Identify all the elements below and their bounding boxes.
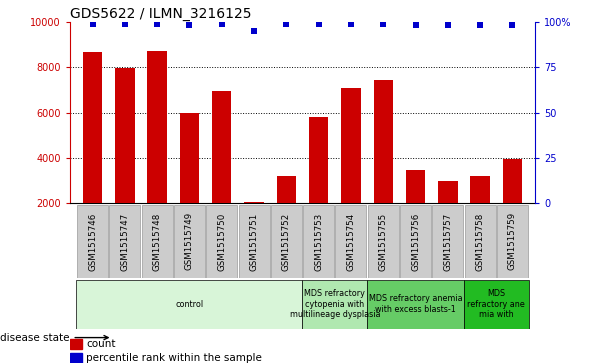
- Text: GSM1515755: GSM1515755: [379, 212, 388, 270]
- Bar: [497, 205, 528, 278]
- Point: [314, 21, 323, 26]
- Bar: [83, 52, 102, 203]
- Text: GSM1515749: GSM1515749: [185, 212, 194, 270]
- Point: [217, 21, 227, 26]
- Text: control: control: [175, 299, 204, 309]
- Point: [410, 23, 420, 28]
- Point: [508, 23, 517, 28]
- Bar: [115, 68, 134, 203]
- Text: MDS refractory
cytopenia with
multilineage dysplasia: MDS refractory cytopenia with multilinea…: [289, 289, 380, 319]
- Bar: [336, 205, 367, 278]
- Text: GSM1515756: GSM1515756: [411, 212, 420, 270]
- Bar: [70, 339, 81, 349]
- Point: [475, 23, 485, 28]
- Point: [152, 21, 162, 26]
- Point: [443, 23, 453, 28]
- Bar: [400, 205, 431, 278]
- Point: [346, 21, 356, 26]
- Text: GSM1515752: GSM1515752: [282, 212, 291, 270]
- Bar: [109, 205, 140, 278]
- Text: GSM1515759: GSM1515759: [508, 212, 517, 270]
- Bar: [206, 205, 237, 278]
- Bar: [174, 205, 205, 278]
- Bar: [438, 180, 457, 203]
- Bar: [271, 205, 302, 278]
- Bar: [147, 51, 167, 203]
- Bar: [77, 205, 108, 278]
- Bar: [464, 280, 528, 329]
- Text: disease state: disease state: [0, 333, 108, 343]
- Bar: [406, 170, 425, 203]
- Point: [282, 21, 291, 26]
- Text: GSM1515753: GSM1515753: [314, 212, 323, 270]
- Bar: [368, 205, 399, 278]
- Point: [378, 21, 388, 26]
- Bar: [212, 91, 232, 203]
- Bar: [77, 280, 302, 329]
- Bar: [277, 176, 296, 203]
- Point: [249, 28, 259, 34]
- Text: GSM1515748: GSM1515748: [153, 212, 162, 270]
- Bar: [432, 205, 463, 278]
- Bar: [244, 202, 264, 203]
- Bar: [503, 159, 522, 203]
- Text: count: count: [86, 339, 116, 349]
- Text: MDS refractory anemia
with excess blasts-1: MDS refractory anemia with excess blasts…: [368, 294, 462, 314]
- Bar: [471, 176, 490, 203]
- Point: [120, 21, 130, 26]
- Text: GSM1515754: GSM1515754: [347, 212, 356, 270]
- Bar: [341, 87, 361, 203]
- Bar: [373, 79, 393, 203]
- Point: [88, 21, 97, 26]
- Text: GDS5622 / ILMN_3216125: GDS5622 / ILMN_3216125: [70, 7, 252, 21]
- Text: percentile rank within the sample: percentile rank within the sample: [86, 353, 262, 363]
- Bar: [303, 280, 367, 329]
- Bar: [309, 117, 328, 203]
- Text: MDS
refractory ane
mia with: MDS refractory ane mia with: [468, 289, 525, 319]
- Bar: [238, 205, 269, 278]
- Bar: [70, 353, 81, 363]
- Bar: [465, 205, 496, 278]
- Text: GSM1515746: GSM1515746: [88, 212, 97, 270]
- Bar: [142, 205, 173, 278]
- Bar: [367, 280, 464, 329]
- Bar: [180, 113, 199, 203]
- Text: GSM1515758: GSM1515758: [475, 212, 485, 270]
- Text: GSM1515750: GSM1515750: [217, 212, 226, 270]
- Text: GSM1515747: GSM1515747: [120, 212, 130, 270]
- Text: GSM1515751: GSM1515751: [249, 212, 258, 270]
- Bar: [303, 205, 334, 278]
- Text: GSM1515757: GSM1515757: [443, 212, 452, 270]
- Point: [185, 23, 195, 28]
